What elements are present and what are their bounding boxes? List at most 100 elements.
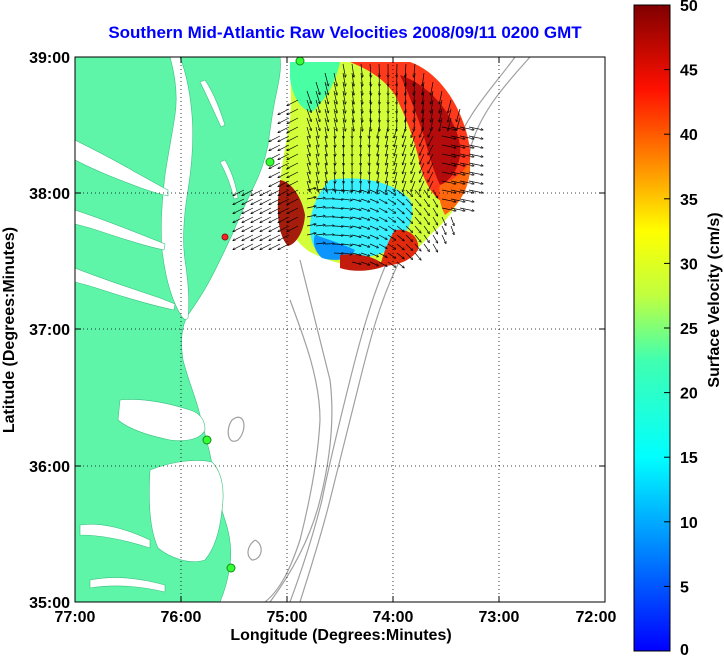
velocity-arrow <box>269 180 281 186</box>
y-tick-label: 35:00 <box>29 595 70 612</box>
velocity-arrow <box>428 153 434 164</box>
velocity-arrow <box>361 180 362 192</box>
velocity-arrow <box>468 153 483 157</box>
velocity-arrow <box>287 198 299 204</box>
velocity-arrow <box>369 252 378 257</box>
velocity-arrow <box>403 144 407 156</box>
velocity-arrow <box>405 225 412 232</box>
velocity-arrow <box>431 90 434 104</box>
velocity-vectors <box>233 63 483 268</box>
velocity-arrow <box>369 126 370 138</box>
colorbar-tick-label: 35 <box>680 192 698 209</box>
velocity-arrow <box>278 207 290 213</box>
velocity-arrow <box>260 243 272 249</box>
velocity-arrow <box>386 144 389 156</box>
velocity-arrow <box>369 243 378 248</box>
velocity-arrow <box>450 225 454 235</box>
velocity-arrow <box>369 180 370 192</box>
velocity-arrow <box>378 216 387 221</box>
velocity-arrow <box>287 225 299 231</box>
velocity-arrow <box>432 189 438 198</box>
velocity-arrow <box>287 171 299 177</box>
velocity-arrow <box>287 207 299 213</box>
velocity-arrow <box>342 72 345 86</box>
velocity-arrow <box>369 189 378 194</box>
plot-area <box>75 57 605 602</box>
velocity-arrow <box>278 153 290 159</box>
velocity-arrow <box>377 153 380 165</box>
velocity-arrow <box>411 126 416 137</box>
velocity-arrow <box>251 207 263 213</box>
colorbar-tick-label: 0 <box>680 642 689 659</box>
x-tick-label: 72:00 <box>576 609 617 626</box>
velocity-arrow <box>360 207 370 211</box>
velocity-arrow <box>306 224 316 227</box>
velocity-arrow <box>396 225 404 232</box>
velocity-arrow <box>439 108 443 122</box>
velocity-arrow <box>396 234 404 241</box>
velocity-arrow <box>287 99 299 105</box>
velocity-arrow <box>441 162 456 166</box>
velocity-arrow <box>468 144 483 148</box>
station-marker <box>226 563 236 573</box>
velocity-arrow <box>411 135 416 146</box>
velocity-arrow <box>441 144 456 148</box>
velocity-arrow <box>306 206 316 209</box>
velocity-arrow <box>394 180 398 192</box>
velocity-arrow <box>423 189 429 197</box>
velocity-arrow <box>342 253 352 254</box>
velocity-arrow <box>361 144 362 156</box>
velocity-arrow <box>351 261 361 264</box>
velocity-arrow <box>242 234 254 240</box>
velocity-arrow <box>420 162 425 173</box>
velocity-arrow <box>414 72 416 86</box>
colorbar-tick-label: 20 <box>680 386 698 403</box>
velocity-arrow <box>450 216 454 226</box>
velocity-arrow <box>342 244 352 245</box>
velocity-arrow <box>394 135 398 147</box>
velocity-arrow <box>441 207 456 211</box>
velocity-arrow <box>342 217 352 218</box>
velocity-arrow <box>450 135 465 139</box>
velocity-arrow <box>233 225 245 231</box>
velocity-arrow <box>403 162 407 174</box>
velocity-arrow <box>386 153 389 165</box>
velocity-arrow <box>351 81 354 95</box>
velocity-arrow <box>468 126 483 130</box>
velocity-arrow <box>387 207 396 213</box>
velocity-arrow <box>278 117 290 123</box>
velocity-arrow <box>369 153 370 165</box>
velocity-arrow <box>269 198 281 204</box>
velocity-arrow <box>369 207 378 212</box>
velocity-arrow <box>315 234 325 235</box>
velocity-arrow <box>269 171 281 177</box>
velocity-arrow <box>394 144 398 156</box>
velocity-arrow <box>306 162 310 174</box>
colorbar: 50 45 40 35 30 25 20 15 10 5 0 Surface V… <box>633 0 723 659</box>
velocity-arrow <box>360 261 370 265</box>
velocity-arrow <box>441 225 446 234</box>
velocity-arrow <box>351 90 354 104</box>
velocity-arrow <box>324 72 328 86</box>
velocity-arrow <box>432 216 438 225</box>
velocity-arrow <box>333 235 343 236</box>
velocity-arrow <box>361 162 362 174</box>
velocity-arrow <box>287 108 299 114</box>
velocity-arrow <box>422 108 425 122</box>
velocity-arrow <box>278 225 290 231</box>
velocity-arrow <box>269 207 281 213</box>
velocity-arrow <box>411 162 416 173</box>
x-tick-label: 77:00 <box>55 609 96 626</box>
velocity-arrow <box>251 234 263 240</box>
velocity-arrow <box>306 197 316 200</box>
velocity-arrow <box>360 198 370 202</box>
velocity-arrow <box>405 216 412 223</box>
velocity-arrow <box>360 108 363 122</box>
velocity-arrow <box>414 225 421 233</box>
velocity-arrow <box>450 126 465 130</box>
velocity-arrow <box>315 198 325 199</box>
velocity-arrow <box>432 243 438 252</box>
colorbar-label: Surface Velocity (cm/s) <box>706 212 723 387</box>
velocity-arrow <box>370 81 371 95</box>
velocity-arrow <box>428 162 434 173</box>
